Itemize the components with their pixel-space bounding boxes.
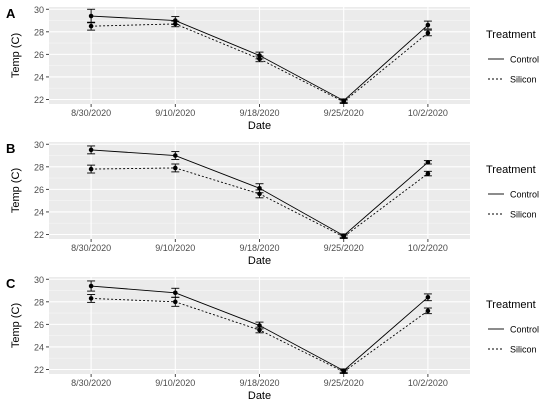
x-tick-label: 9/18/2020 [239,243,279,253]
x-axis-title: Date [248,390,271,402]
x-tick-label: 8/30/2020 [71,378,111,388]
y-axis-title: Temp (C) [10,168,22,213]
panel-a: A 22 24 26 28 30 8/30/2020 9/10/2020 9/18/2020 9/… [6,5,539,132]
data-point [88,23,94,29]
y-tick-label: 24 [34,72,44,82]
legend-label: Control [510,55,539,65]
panel-label: B [6,141,15,156]
y-tick-label: 26 [34,50,44,60]
y-tick-label: 30 [34,5,44,15]
x-tick-label: 10/2/2020 [408,243,448,253]
data-point [257,53,262,58]
panel-c: C 22 24 26 28 30 8/30/2020 9/10/2020 9/18/2020 9/… [6,275,539,402]
y-tick-label: 28 [34,297,44,307]
data-point [173,18,178,23]
data-point [257,191,262,197]
data-point [173,290,178,296]
panel-b: B 22 24 26 28 30 8/30/2020 9/10/2020 9/18/2020 9/… [6,140,539,267]
data-point [341,234,347,240]
panel-label: C [6,276,16,291]
x-tick-label: 8/30/2020 [71,108,111,118]
y-axis-title: Temp (C) [10,303,22,348]
data-point [341,369,347,375]
series-control [87,8,432,103]
data-point [425,160,431,165]
y-tick-label: 24 [34,207,44,217]
series-silicon [87,163,432,240]
data-point [173,299,178,305]
legend-label: Silicon [510,345,537,355]
data-point [88,296,94,301]
series-control [87,280,432,373]
x-tick-label: 9/10/2020 [155,243,195,253]
legend-label: Control [510,190,539,200]
data-point [173,21,178,27]
data-point [425,295,431,300]
x-tick-label: 9/18/2020 [239,378,279,388]
data-point [425,308,431,314]
y-tick-label: 30 [34,140,44,150]
data-point [425,171,431,176]
x-tick-label: 9/18/2020 [239,108,279,118]
x-tick-label: 9/25/2020 [324,243,364,253]
series-silicon [87,20,432,105]
y-tick-label: 30 [34,275,44,285]
data-point [88,147,94,153]
data-point [341,99,347,105]
legend: Treatment Control Silicon [486,29,539,85]
x-tick-label: 9/10/2020 [155,378,195,388]
data-point [257,327,262,333]
data-point [88,13,94,19]
data-point [173,153,178,158]
x-tick-label: 9/25/2020 [324,378,364,388]
data-point [425,22,431,28]
legend-label: Silicon [510,210,537,220]
y-tick-label: 24 [34,342,44,352]
x-tick-label: 9/25/2020 [324,108,364,118]
data-point [88,283,94,289]
y-tick-label: 28 [34,162,44,172]
x-tick-label: 8/30/2020 [71,243,111,253]
legend: Treatment Control Silicon [486,164,539,220]
series-silicon [87,294,432,375]
data-point [257,323,262,328]
panel-label: A [6,6,16,21]
legend: Treatment Control Silicon [486,299,539,355]
data-point [88,166,94,172]
series-line [91,23,429,103]
x-axis-title: Date [248,120,271,132]
legend-label: Silicon [510,75,537,85]
y-axis-title: Temp (C) [10,33,22,78]
legend-title: Treatment [486,29,536,41]
y-tick-label: 26 [34,185,44,195]
data-point [257,56,262,62]
x-tick-label: 10/2/2020 [408,378,448,388]
legend-title: Treatment [486,299,536,311]
y-tick-label: 26 [34,320,44,330]
data-point [257,185,262,191]
y-tick-label: 22 [34,365,44,375]
legend-label: Control [510,325,539,335]
x-axis-title: Date [248,255,271,267]
legend-title: Treatment [486,164,536,176]
y-tick-label: 22 [34,230,44,240]
y-tick-label: 28 [34,27,44,37]
x-tick-label: 9/10/2020 [155,108,195,118]
data-point [425,30,431,36]
x-tick-label: 10/2/2020 [408,108,448,118]
y-tick-label: 22 [34,95,44,105]
data-point [173,165,178,171]
